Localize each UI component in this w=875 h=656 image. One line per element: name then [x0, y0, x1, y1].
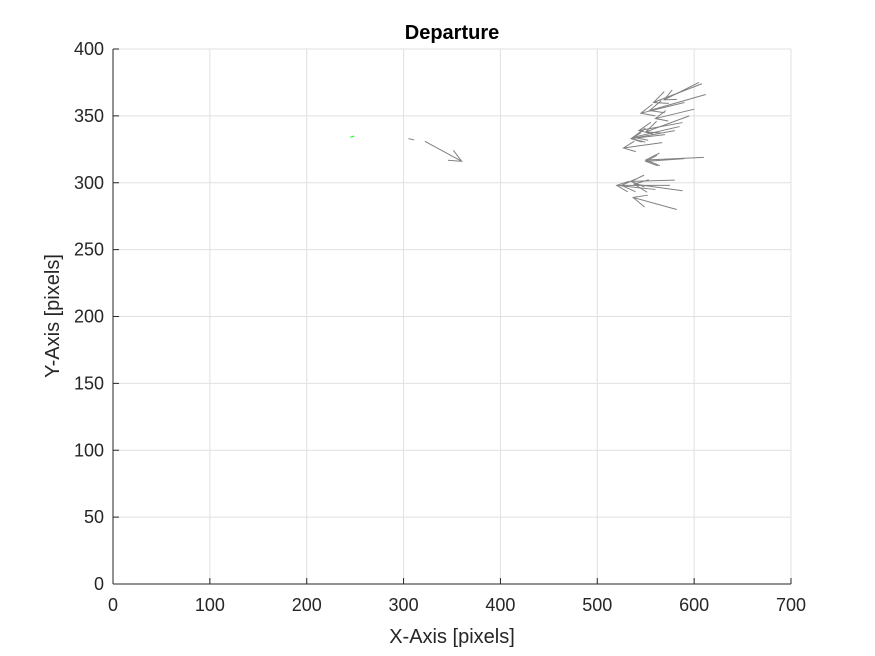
flow-arrow-head	[652, 91, 669, 104]
x-tick-label: 600	[679, 595, 709, 615]
x-tick-label: 300	[389, 595, 419, 615]
flow-arrow-head	[644, 154, 658, 167]
flow-arrow	[654, 108, 695, 122]
x-tick-label: 100	[195, 595, 225, 615]
axes	[112, 48, 792, 585]
flow-arrow	[652, 83, 703, 104]
flow-arrow-shaft	[623, 142, 663, 149]
flow-arrow	[629, 132, 666, 143]
y-tick-label: 200	[74, 307, 104, 327]
x-tick-label: 500	[582, 595, 612, 615]
y-tick-label: 400	[74, 39, 104, 59]
flow-arrow-shaft	[424, 140, 462, 162]
flow-arrow-head	[663, 89, 677, 101]
flow-arrow-head	[447, 150, 463, 162]
flow-arrow	[424, 140, 463, 162]
arrow-layer	[350, 81, 706, 210]
flow-arrow-shaft	[653, 83, 703, 103]
highlight-arrow-shaft	[350, 135, 355, 138]
flow-arrow-head	[637, 121, 654, 135]
flow-arrow-shaft	[645, 115, 690, 133]
flow-arrow-head	[615, 180, 629, 193]
flow-arrow-shaft	[645, 158, 685, 162]
x-axis-label: X-Axis [pixels]	[389, 626, 515, 648]
flow-arrow-head	[639, 103, 656, 117]
flow-arrow	[639, 102, 685, 117]
flow-arrow-shaft	[616, 184, 656, 190]
flow-arrow	[615, 180, 656, 193]
y-tick-label: 150	[74, 373, 104, 393]
flow-arrow	[637, 121, 683, 135]
flow-arrow-head	[632, 179, 649, 193]
chart-title: Departure	[405, 22, 499, 44]
tick-labels: 0 100 200 300 400 500 600 700 0 50 100 150 200 250 300…	[74, 39, 806, 615]
y-tick-label: 350	[74, 106, 104, 126]
flow-arrow-shaft	[638, 122, 683, 132]
flow-arrow	[622, 140, 663, 153]
x-tick-label: 200	[292, 595, 322, 615]
y-tick-label: 250	[74, 240, 104, 260]
y-axis-label: Y-Axis [pixels]	[42, 254, 64, 378]
flow-arrow-head	[622, 140, 636, 153]
flow-arrow	[648, 93, 706, 114]
flow-arrow-shaft	[645, 156, 704, 161]
flow-arrow	[408, 138, 415, 141]
flow-arrow-head	[631, 194, 648, 208]
x-tick-label: 700	[776, 595, 806, 615]
flow-arrow-head	[648, 100, 665, 114]
flow-arrow-shaft	[640, 102, 685, 114]
flow-arrow-shaft	[632, 196, 677, 210]
flow-arrow-head	[654, 110, 669, 122]
flow-arrow	[644, 152, 704, 167]
flow-arrow-shaft	[634, 183, 683, 192]
flow-arrow-shaft	[655, 108, 695, 120]
flow-arrow-shaft	[631, 134, 666, 140]
flow-arrow	[632, 179, 683, 193]
flow-arrow	[644, 154, 685, 167]
y-tick-label: 50	[84, 507, 104, 527]
highlight-arrow	[350, 135, 355, 138]
flow-arrow-shaft	[408, 138, 415, 141]
flow-arrow-shaft	[631, 179, 675, 182]
x-tick-label: 0	[108, 595, 118, 615]
y-tick-label: 0	[94, 574, 104, 594]
flow-arrow-head	[629, 132, 643, 143]
y-tick-label: 100	[74, 440, 104, 460]
flow-arrow-head	[644, 152, 661, 167]
flow-arrow-shaft	[649, 93, 706, 112]
y-tick-label: 300	[74, 173, 104, 193]
flow-arrow	[631, 194, 677, 210]
flow-arrow-shaft	[633, 126, 680, 138]
x-tick-label: 400	[485, 595, 515, 615]
